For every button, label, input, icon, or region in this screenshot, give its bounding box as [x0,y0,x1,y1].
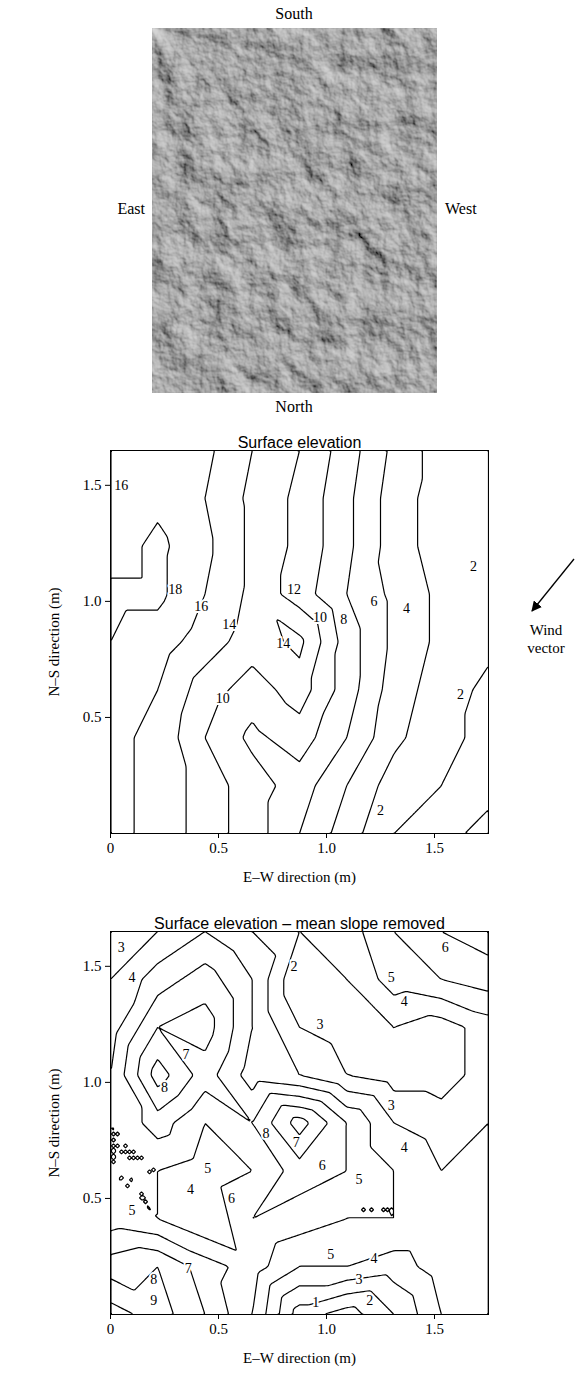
svg-text:7: 7 [185,1261,192,1276]
svg-text:5: 5 [129,1203,136,1218]
svg-text:5: 5 [327,1247,334,1262]
svg-text:2: 2 [457,687,464,702]
svg-text:2: 2 [377,803,384,818]
svg-text:0.5: 0.5 [209,1321,228,1337]
svg-text:8: 8 [150,1272,157,1287]
svg-text:2: 2 [470,559,477,574]
svg-text:Wind: Wind [530,622,563,638]
svg-text:6: 6 [319,1158,326,1173]
svg-text:8: 8 [340,612,347,627]
svg-text:16: 16 [194,599,208,614]
svg-text:3: 3 [355,1272,362,1287]
svg-text:N–S direction (m): N–S direction (m) [46,587,63,696]
html-text:East: East [117,200,145,217]
svg-text:8: 8 [161,1080,168,1095]
svg-text:1: 1 [312,1295,319,1310]
svg-text:3: 3 [317,1017,324,1032]
svg-text:6: 6 [371,594,378,609]
svg-text:7: 7 [293,1135,300,1150]
svg-text:1.0: 1.0 [317,1321,336,1337]
svg-text:14: 14 [276,636,290,651]
svg-text:vector: vector [527,640,564,656]
svg-text:5: 5 [355,1172,362,1187]
svg-text:0.5: 0.5 [83,1190,102,1206]
svg-text:2: 2 [291,959,298,974]
svg-text:1.0: 1.0 [83,593,102,609]
svg-text:N–S direction (m): N–S direction (m) [46,1068,63,1177]
svg-text:0: 0 [107,1321,115,1337]
svg-text:0.5: 0.5 [83,709,102,725]
html-text:South: South [275,5,313,22]
svg-text:9: 9 [150,1293,157,1308]
svg-text:14: 14 [222,617,236,632]
svg-text:1.5: 1.5 [425,840,444,856]
svg-text:4: 4 [187,1182,194,1197]
svg-text:5: 5 [388,970,395,985]
svg-text:4: 4 [401,1140,408,1155]
svg-text:4: 4 [401,994,408,1009]
svg-text:4: 4 [129,970,136,985]
svg-text:1.0: 1.0 [317,840,336,856]
svg-text:0: 0 [107,840,115,856]
svg-text:8: 8 [263,1126,270,1141]
svg-text:1.5: 1.5 [83,958,102,974]
svg-text:10: 10 [313,610,327,625]
svg-text:4: 4 [371,1251,378,1266]
svg-text:3: 3 [388,1098,395,1113]
svg-text:6: 6 [442,940,449,955]
svg-text:E–W direction (m): E–W direction (m) [243,1350,356,1367]
html-text:North: North [275,398,313,415]
svg-text:E–W direction (m): E–W direction (m) [243,869,356,886]
svg-text:7: 7 [183,1047,190,1062]
svg-text:1.5: 1.5 [83,477,102,493]
svg-text:6: 6 [228,1191,235,1206]
svg-text:Surface elevation – mean slope: Surface elevation – mean slope removed [154,915,445,932]
svg-text:18: 18 [168,582,182,597]
svg-text:1.5: 1.5 [425,1321,444,1337]
svg-text:Surface elevation: Surface elevation [238,434,362,451]
svg-text:1.0: 1.0 [83,1074,102,1090]
svg-text:5: 5 [204,1161,211,1176]
svg-text:10: 10 [216,691,230,706]
svg-text:2: 2 [366,1293,373,1308]
svg-text:3: 3 [118,940,125,955]
svg-text:16: 16 [114,478,128,493]
svg-text:4: 4 [403,601,410,616]
svg-text:0.5: 0.5 [209,840,228,856]
html-text:West: West [445,200,477,217]
svg-text:12: 12 [287,582,301,597]
